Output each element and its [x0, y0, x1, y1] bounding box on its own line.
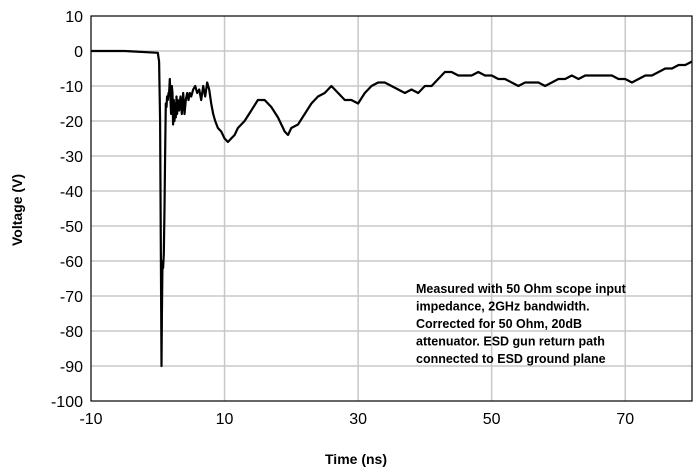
annotation-line: Corrected for 50 Ohm, 20dB — [416, 317, 582, 331]
x-tick-label: -10 — [79, 411, 102, 428]
x-tick-label: 10 — [216, 411, 234, 428]
y-tick-label: -30 — [60, 149, 83, 166]
x-tick-label: 70 — [616, 411, 634, 428]
y-tick-label: 10 — [65, 9, 83, 26]
x-tick-label: 50 — [483, 411, 501, 428]
annotation-line: connected to ESD ground plane — [416, 352, 606, 366]
annotation-line: attenuator. ESD gun return path — [416, 335, 605, 349]
y-axis-title: Voltage (V) — [9, 174, 25, 246]
y-axis-ticks: 10 0 -10 -20 -30 -40 -50 -60 -70 -80 -90 -100 — [51, 9, 83, 411]
series-layer — [91, 49, 693, 368]
y-tick-label: -70 — [60, 289, 83, 306]
y-tick-label: 0 — [74, 44, 83, 61]
x-axis-ticks: -10 10 30 50 70 — [79, 411, 634, 428]
y-tick-label: -50 — [60, 219, 83, 236]
y-tick-label: -60 — [60, 254, 83, 271]
x-tick-label: 30 — [349, 411, 367, 428]
annotation-note: Measured with 50 Ohm scope input impedanc… — [416, 282, 627, 366]
y-tick-label: -90 — [60, 359, 83, 376]
y-tick-label: -20 — [60, 114, 83, 131]
y-tick-label: -10 — [60, 79, 83, 96]
y-tick-label: -40 — [60, 184, 83, 201]
annotation-line: impedance, 2GHz bandwidth. — [416, 300, 590, 314]
annotation-line: Measured with 50 Ohm scope input — [416, 282, 627, 296]
voltage-series-line — [91, 49, 693, 368]
gridlines — [91, 16, 692, 401]
x-axis-title: Time (ns) — [325, 451, 387, 467]
plot-area-frame — [90, 15, 693, 402]
y-tick-label: -80 — [60, 324, 83, 341]
y-tick-label: -100 — [51, 394, 83, 411]
